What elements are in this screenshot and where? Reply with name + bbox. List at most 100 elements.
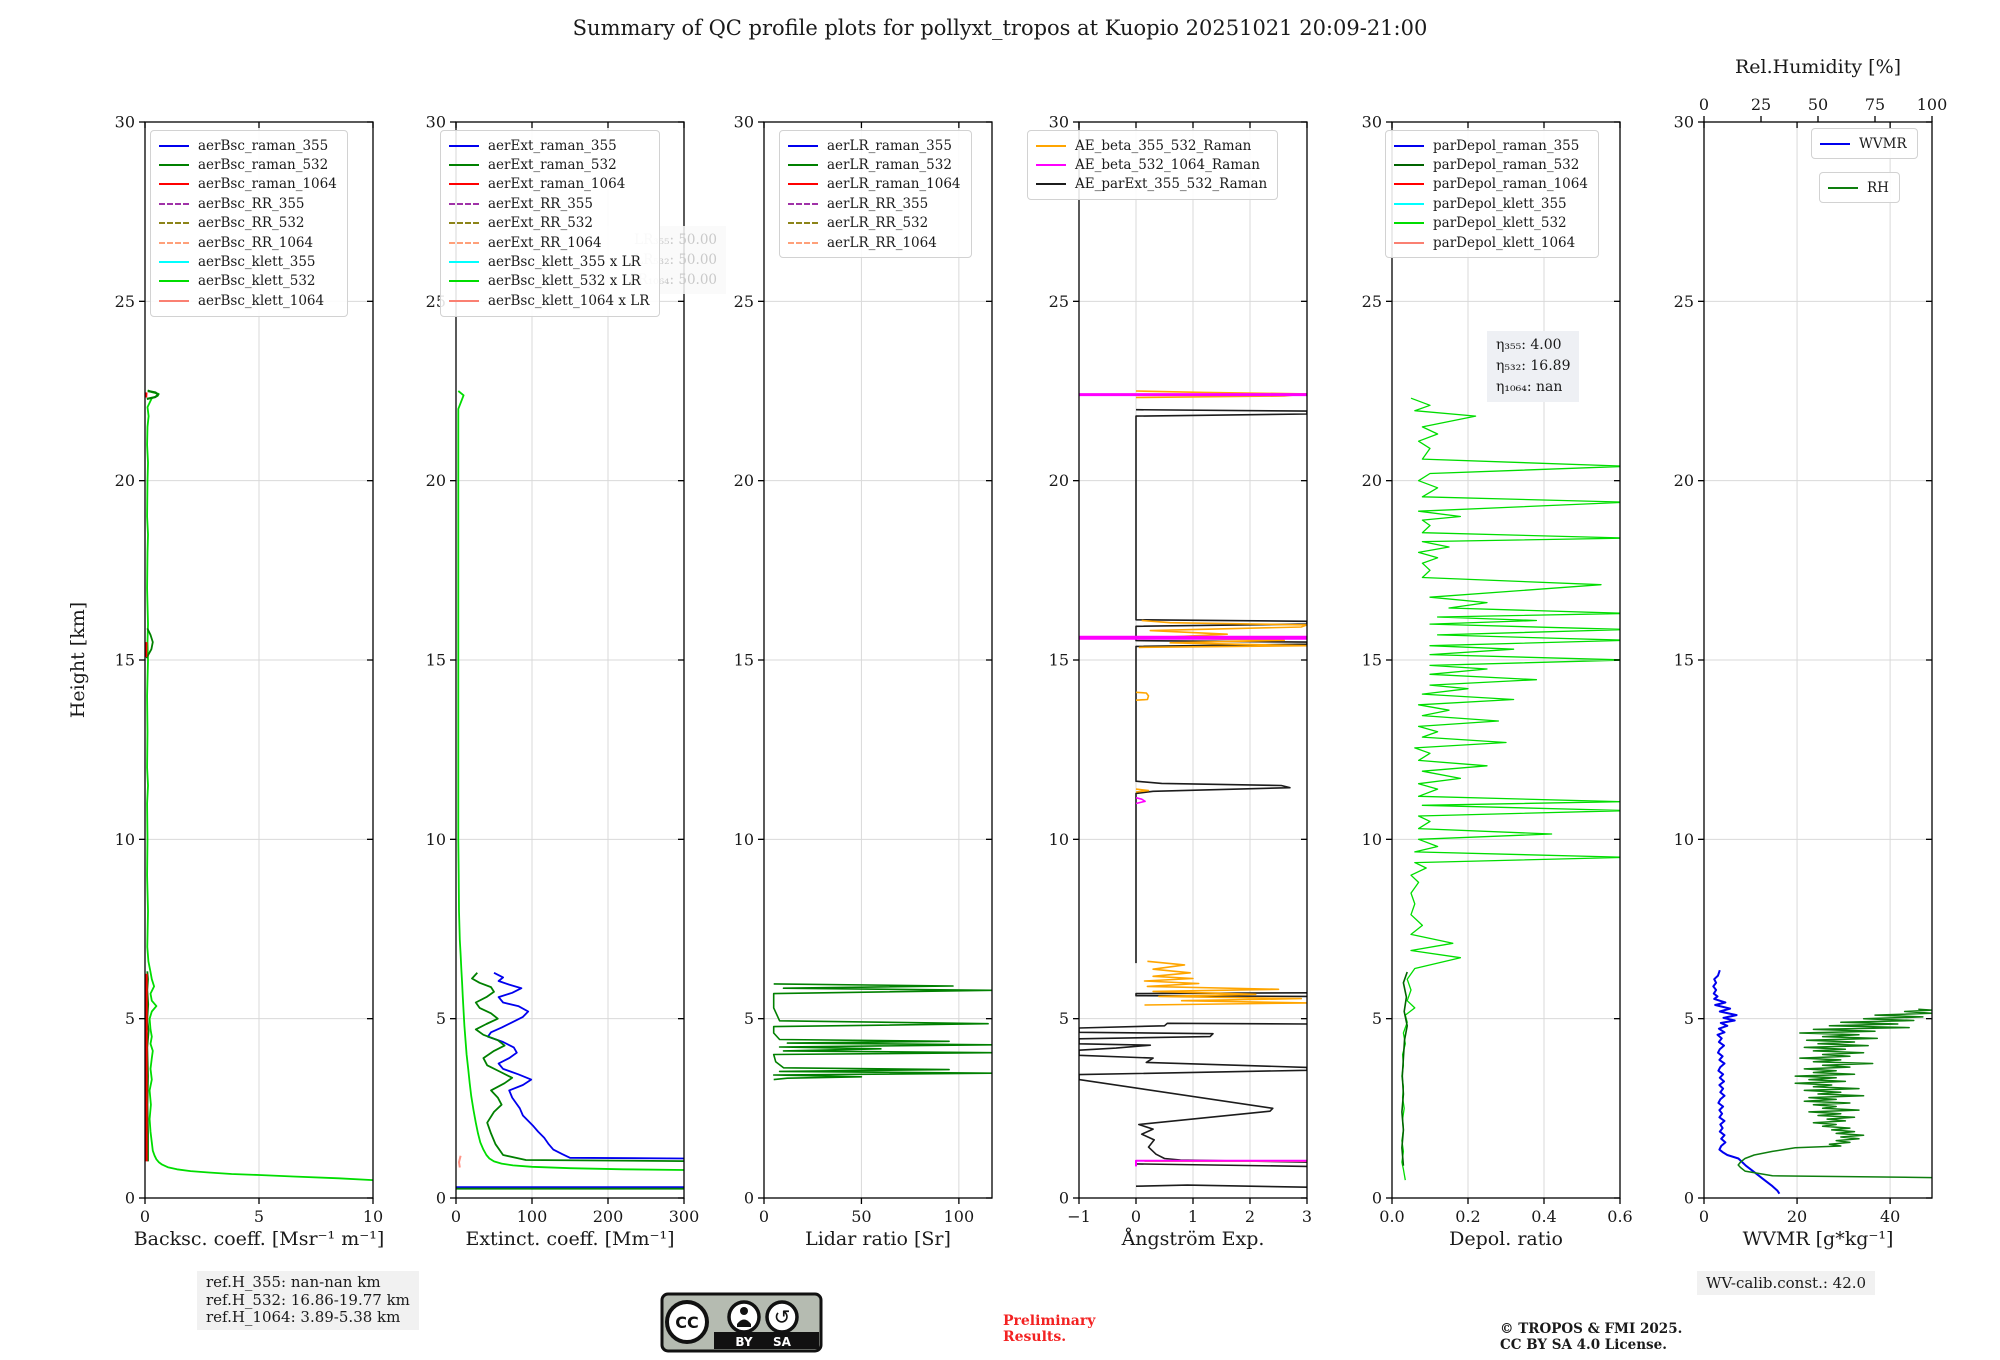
legend-line-sample xyxy=(1394,241,1424,244)
legend-entry: aerBsc_RR_355 xyxy=(159,194,337,213)
x-tick-label: 200 xyxy=(593,1207,624,1226)
legend-line-sample xyxy=(449,280,479,283)
legend-entry-label: parDepol_klett_1064 xyxy=(1433,234,1576,251)
y-tick-label: 10 xyxy=(115,830,135,849)
y-tick-label: 25 xyxy=(734,292,754,311)
series-AE_parExt_355_532_Raman xyxy=(1135,1184,1307,1188)
cc-license-badge: CC ↺ BY SA xyxy=(660,1292,823,1353)
legend-entry: aerLR_RR_355 xyxy=(788,194,961,213)
y-tick-label: 15 xyxy=(1362,651,1382,670)
svg-text:↺: ↺ xyxy=(774,1305,791,1329)
x-tick-label: 20 xyxy=(1787,1207,1807,1226)
person-icon xyxy=(727,1300,761,1334)
legend-entry-label: AE_beta_532_1064_Raman xyxy=(1075,157,1260,174)
eta-355-value: η₃₅₅: 4.00 xyxy=(1496,337,1562,353)
legend-line-sample xyxy=(788,144,818,147)
legend-line-sample xyxy=(1394,183,1424,186)
legend-entry: AE_beta_532_1064_Raman xyxy=(1036,155,1267,174)
legend-line-sample xyxy=(1036,164,1066,167)
y-tick-label: 30 xyxy=(426,113,446,132)
legend-line-sample xyxy=(159,183,189,186)
legend-entry: aerExt_RR_355 xyxy=(449,194,649,213)
legend-angstroem: AE_beta_355_532_Raman AE_beta_532_1064_Ra… xyxy=(1027,130,1279,201)
sa-label: SA xyxy=(773,1335,792,1349)
legend-entry-label: aerExt_raman_1064 xyxy=(488,176,626,193)
legend-entry: aerExt_RR_1064 xyxy=(449,233,649,252)
y-tick-label: 20 xyxy=(426,471,446,490)
series-AE_beta_532_1064_Raman xyxy=(1135,796,1146,805)
legend-entry: parDepol_klett_1064 xyxy=(1394,233,1588,252)
x-tick-label: 1 xyxy=(1188,1207,1198,1226)
legend-entry: parDepol_raman_1064 xyxy=(1394,175,1588,194)
x-tick-label: 0 xyxy=(759,1207,769,1226)
series-aerBsc_klett_532 xyxy=(146,389,373,1181)
top-tick-label: 25 xyxy=(1751,95,1771,114)
series-aerExt_raman_355 xyxy=(486,971,684,1160)
legend-entry-label: aerBsc_klett_355 x LR xyxy=(488,254,641,271)
legend-entry-label: aerBsc_raman_1064 xyxy=(198,176,337,193)
legend-entry-label: AE_parExt_355_532_Raman xyxy=(1075,176,1268,193)
y-tick-label: 10 xyxy=(734,830,754,849)
y-tick-label: 30 xyxy=(115,113,135,132)
refh-532: ref.H_532: 16.86-19.77 km xyxy=(206,1290,410,1309)
x-tick-label: −1 xyxy=(1067,1207,1091,1226)
y-tick-label: 20 xyxy=(1674,471,1694,490)
legend-line-sample xyxy=(1394,164,1424,167)
legend-line-sample xyxy=(449,183,479,186)
legend-entry: AE_parExt_355_532_Raman xyxy=(1036,175,1267,194)
series-AE_beta_355_532_Raman xyxy=(1143,960,1307,1006)
y-tick-label: 15 xyxy=(734,651,754,670)
series-WVMR xyxy=(1712,969,1781,1195)
legend-entry-label: aerExt_RR_532 xyxy=(488,215,593,232)
y-tick-label: 30 xyxy=(1049,113,1069,132)
x-tick-label: 100 xyxy=(944,1207,975,1226)
y-tick-label: 20 xyxy=(1362,471,1382,490)
legend-entry: aerBsc_RR_532 xyxy=(159,214,337,233)
legend-entry: aerBsc_RR_1064 xyxy=(159,233,337,252)
x-tick-label: 0 xyxy=(451,1207,461,1226)
series-RH xyxy=(1737,1008,1932,1179)
legend-entry: aerExt_raman_1064 xyxy=(449,175,649,194)
legend-depol: parDepol_raman_355 parDepol_raman_532 parD… xyxy=(1385,130,1599,259)
legend-entry-label: aerBsc_raman_532 xyxy=(198,157,329,174)
x-tick-label: 0.6 xyxy=(1607,1207,1632,1226)
y-tick-label: 10 xyxy=(1049,830,1069,849)
y-tick-label: 10 xyxy=(1674,830,1694,849)
legend-entry: aerLR_raman_1064 xyxy=(788,175,961,194)
series-aerBsc_klett_1064 x LR xyxy=(458,1155,462,1168)
refh-355: ref.H_355: nan-nan km xyxy=(206,1273,381,1291)
series-aerExt_raman_532 xyxy=(471,972,684,1162)
legend-entry: aerBsc_klett_532 x LR xyxy=(449,272,649,291)
y-tick-label: 0 xyxy=(744,1189,754,1208)
legend-line-sample xyxy=(1394,202,1424,205)
x-tick-label: 100 xyxy=(517,1207,548,1226)
legend-entry: aerLR_raman_355 xyxy=(788,136,961,155)
y-tick-label: 20 xyxy=(734,471,754,490)
legend-line-sample xyxy=(449,164,479,167)
license-line: CC BY SA 4.0 License. xyxy=(1500,1337,1667,1353)
y-tick-label: 15 xyxy=(1674,651,1694,670)
y-tick-label: 30 xyxy=(1674,113,1694,132)
subplot-lidar-ratio: 0 5 10 15 20 25 30 0 50 100 xyxy=(734,113,993,1226)
x-tick-label: 5 xyxy=(254,1207,264,1226)
legend-line-sample xyxy=(1036,183,1066,186)
legend-backscatter: aerBsc_raman_355 aerBsc_raman_532 aerBsc_r… xyxy=(150,130,348,317)
x-tick-label: 0 xyxy=(1131,1207,1141,1226)
x-tick-label: 2 xyxy=(1245,1207,1255,1226)
legend-line-sample xyxy=(1036,144,1066,147)
legend-entry-label: aerBsc_klett_532 x LR xyxy=(488,273,641,290)
legend-entry-label: aerBsc_klett_1064 x LR xyxy=(488,292,650,309)
legend-line-sample xyxy=(449,299,479,302)
legend-entry-label: aerBsc_raman_355 xyxy=(198,137,329,154)
legend-line-sample xyxy=(159,144,189,147)
top-tick-label: 100 xyxy=(1917,95,1948,114)
legend-line-sample xyxy=(159,261,189,264)
preliminary-line1: Preliminary xyxy=(1003,1313,1096,1329)
legend-entry-label: aerExt_raman_355 xyxy=(488,137,617,154)
share-alike-icon xyxy=(765,1300,799,1334)
legend-lidar-ratio: aerLR_raman_355 aerLR_raman_532 aerLR_rama… xyxy=(779,130,972,259)
legend-line-sample xyxy=(159,202,189,205)
top-tick-label: 0 xyxy=(1699,95,1709,114)
